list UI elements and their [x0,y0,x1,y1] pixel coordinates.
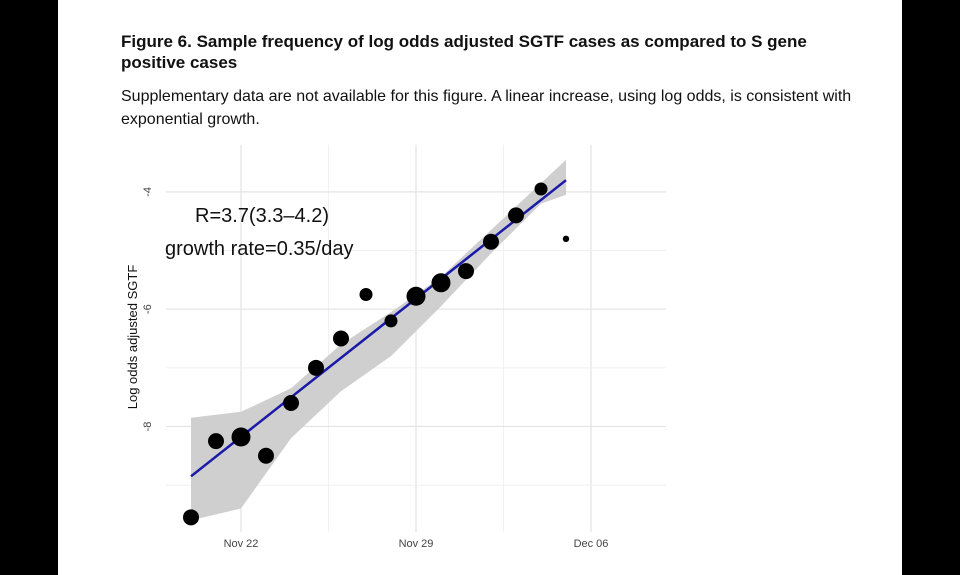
confidence-band [191,159,566,521]
data-point [183,509,199,526]
data-point [508,207,524,224]
data-points [183,182,570,526]
data-point [431,273,451,293]
data-point [258,447,274,464]
fit-line [190,179,567,478]
data-point [333,330,349,347]
y-axis-title: Log odds adjusted SGTF [125,265,140,410]
figure-page: Figure 6. Sample frequency of log odds a… [58,0,902,575]
r-value-annotation: R=3.7(3.3–4.2) [195,205,329,227]
data-point [308,359,324,376]
data-point [562,235,570,243]
data-point [458,263,474,280]
axis-ticks: Nov 22 Nov 29 Dec 06 -4 -6 -8 [142,187,608,550]
y-tick-label: -6 [142,304,154,314]
fit-line-layer [190,179,567,478]
confidence-band-layer [191,159,566,521]
x-tick-label: Nov 29 [399,538,434,550]
log-odds-chart: Nov 22 Nov 29 Dec 06 -4 -6 -8 Log odds adjust… [125,145,666,550]
y-tick-label: -4 [142,187,154,197]
figure-note: Supplementary data are not available for… [121,88,852,128]
data-point [283,395,299,411]
x-tick-label: Nov 22 [224,538,259,550]
data-point [534,182,548,196]
growth-rate-annotation: growth rate=0.35/day [165,238,353,260]
figure-title: Figure 6. Sample frequency of log odds a… [121,32,807,72]
data-point [208,433,224,450]
data-point [483,233,499,250]
x-tick-label: Dec 06 [574,538,609,550]
y-tick-label: -8 [142,422,154,432]
data-point [406,286,426,306]
data-point [359,288,373,302]
data-point [384,314,398,328]
data-point [231,427,251,447]
